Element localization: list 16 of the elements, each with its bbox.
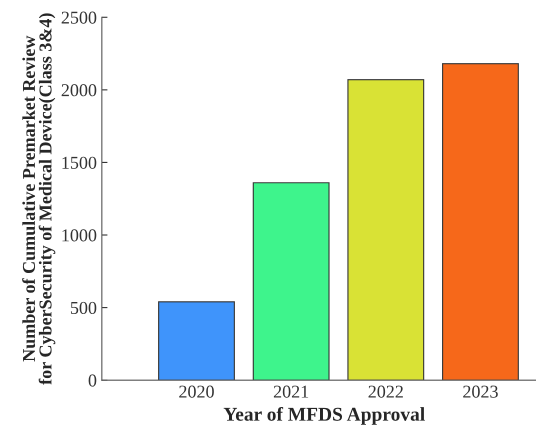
y-tick-label: 500 [70, 302, 96, 314]
y-tick-label: 0 [88, 374, 96, 387]
x-tick-label: 2023 [463, 386, 498, 398]
y-tick-label: 2000 [62, 84, 96, 96]
x-axis-title: Year of MFDS Approval [224, 406, 425, 425]
y-axis-title: Number of Cumulative Premarket Review for CyberSecurity of Medical Device(Class 3&4) [22, 13, 56, 385]
x-tick-label: 2020 [179, 386, 214, 398]
bar [252, 182, 330, 380]
x-tick-label: 2022 [368, 386, 403, 398]
x-tick-label: 2021 [274, 386, 308, 398]
bar [442, 63, 519, 380]
y-tick-label: 1000 [62, 229, 96, 242]
bar [347, 79, 424, 380]
y-tick-label: 1500 [62, 156, 96, 169]
bar [158, 301, 235, 380]
y-tick-label: 2500 [62, 12, 96, 24]
